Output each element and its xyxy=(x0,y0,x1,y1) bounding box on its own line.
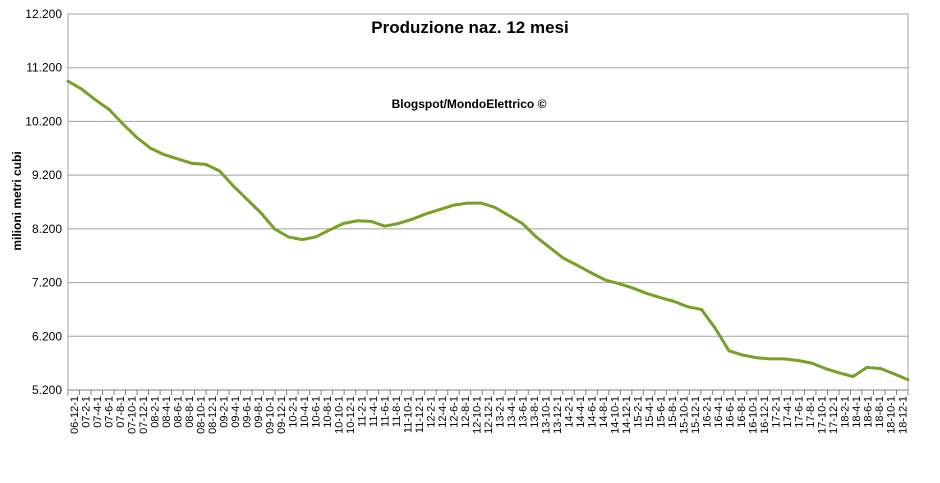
x-tick-label: 06-12-1 xyxy=(69,396,81,434)
x-tick-label: 07-10-1 xyxy=(126,396,138,434)
x-tick-label: 18-10-1 xyxy=(886,396,898,434)
x-tick-label: 15-2-1 xyxy=(633,396,645,428)
x-tick-label: 18-4-1 xyxy=(851,396,863,428)
x-tick-label: 17-2-1 xyxy=(771,396,783,428)
series-line xyxy=(66,79,910,382)
x-tick-label: 11-8-1 xyxy=(391,396,403,427)
x-tick-label: 16-6-1 xyxy=(725,396,737,428)
x-tick-label: 18-6-1 xyxy=(863,396,875,428)
x-tick-label: 13-2-1 xyxy=(495,396,507,428)
x-tick-label: 14-6-1 xyxy=(587,396,599,428)
y-tick-label: 6.200 xyxy=(32,329,62,343)
x-tick-label: 07-8-1 xyxy=(115,396,127,428)
x-tick-label: 14-4-1 xyxy=(575,396,587,428)
x-tick-label: 10-12-1 xyxy=(345,396,357,434)
y-tick-label: 8.200 xyxy=(32,222,62,236)
x-tick-label: 07-12-1 xyxy=(138,396,150,434)
x-tick-label: 18-8-1 xyxy=(874,396,886,428)
x-tick-label: 16-10-1 xyxy=(748,396,760,434)
x-tick-label: 09-4-1 xyxy=(230,396,242,428)
x-tick-label: 08-12-1 xyxy=(207,396,219,434)
x-tick-label: 13-10-1 xyxy=(541,396,553,434)
x-tick-label: 11-6-1 xyxy=(379,396,391,427)
x-tick-label: 17-4-1 xyxy=(782,396,794,428)
x-tick-label: 18-12-1 xyxy=(897,396,909,434)
chart-title: Produzione naz. 12 mesi xyxy=(371,18,568,37)
x-tick-label: 18-2-1 xyxy=(840,396,852,428)
x-tick-label: 10-6-1 xyxy=(310,396,322,428)
y-tick-label: 9.200 xyxy=(32,168,62,182)
x-tick-label: 16-2-1 xyxy=(702,396,714,428)
x-tick-label: 08-10-1 xyxy=(195,396,207,434)
x-tick-label: 13-4-1 xyxy=(506,396,518,428)
x-tick-label: 14-10-1 xyxy=(610,396,622,434)
x-tick-label: 12-12-1 xyxy=(483,396,495,434)
x-tick-label: 17-12-1 xyxy=(828,396,840,434)
x-tick-label: 15-10-1 xyxy=(679,396,691,434)
x-tick-label: 11-4-1 xyxy=(368,396,380,427)
x-tick-label: 08-4-1 xyxy=(161,396,173,428)
x-tick-label: 12-8-1 xyxy=(460,396,472,428)
y-tick-label: 10.200 xyxy=(25,114,62,128)
x-tick-label: 14-8-1 xyxy=(598,396,610,428)
x-tick-label: 15-12-1 xyxy=(690,396,702,434)
x-tick-label: 10-8-1 xyxy=(322,396,334,428)
x-tick-label: 15-4-1 xyxy=(644,396,656,428)
x-tick-label: 12-10-1 xyxy=(471,396,483,434)
y-tick-label: 11.200 xyxy=(26,61,62,75)
x-tick-label: 17-10-1 xyxy=(817,396,829,434)
x-tick-label: 12-6-1 xyxy=(448,396,460,428)
x-tick-label: 07-6-1 xyxy=(103,396,115,428)
x-tick-label: 08-6-1 xyxy=(172,396,184,428)
x-tick-label: 11-12-1 xyxy=(414,396,426,433)
x-tick-label: 09-2-1 xyxy=(218,396,230,428)
x-tick-label: 08-8-1 xyxy=(184,396,196,428)
x-tick-label: 16-8-1 xyxy=(736,396,748,428)
x-tick-label: 16-4-1 xyxy=(713,396,725,428)
x-tick-label: 10-10-1 xyxy=(333,396,345,434)
x-tick-label: 15-6-1 xyxy=(656,396,668,428)
x-tick-label: 11-10-1 xyxy=(402,396,414,433)
x-tick-label: 11-2-1 xyxy=(356,396,368,427)
chart-subtitle: Blogspot/MondoElettrico © xyxy=(392,97,547,111)
x-tick-label: 12-2-1 xyxy=(425,396,437,428)
x-tick-label: 13-8-1 xyxy=(529,396,541,428)
y-tick-label: 12.200 xyxy=(25,7,62,21)
y-tick-label: 5.200 xyxy=(32,383,62,397)
x-tick-label: 08-2-1 xyxy=(149,396,161,428)
x-tick-label: 17-6-1 xyxy=(794,396,806,428)
x-tick-label: 09-8-1 xyxy=(253,396,265,428)
x-tick-label: 10-2-1 xyxy=(287,396,299,428)
x-axis: 06-12-1 07-2-1 07-4-1 07-6-1 07-8-1 07-10-1 07… xyxy=(67,389,909,434)
x-tick-label: 12-4-1 xyxy=(437,396,449,428)
x-tick-label: 13-12-1 xyxy=(552,396,564,434)
x-tick-label: 10-4-1 xyxy=(299,396,311,428)
x-tick-label: 16-12-1 xyxy=(759,396,771,434)
x-tick-label: 14-12-1 xyxy=(621,396,633,434)
x-tick-label: 09-6-1 xyxy=(241,396,253,428)
x-tick-label: 09-10-1 xyxy=(264,396,276,434)
x-tick-label: 13-6-1 xyxy=(518,396,530,428)
x-tick-label: 07-2-1 xyxy=(80,396,92,428)
x-tick-label: 07-4-1 xyxy=(92,396,104,428)
series-layer xyxy=(66,79,910,382)
x-tick-label: 17-8-1 xyxy=(805,396,817,428)
x-tick-label: 14-2-1 xyxy=(564,396,576,428)
y-tick-label: 7.200 xyxy=(32,276,62,290)
x-tick-label: 09-12-1 xyxy=(276,396,288,434)
x-tick-label: 15-8-1 xyxy=(667,396,679,428)
y-axis-label: milioni metri cubi xyxy=(10,151,24,250)
y-axis-ticks: 5.200 6.200 7.200 8.200 9.200 10.200 11.200 12.… xyxy=(25,7,62,397)
